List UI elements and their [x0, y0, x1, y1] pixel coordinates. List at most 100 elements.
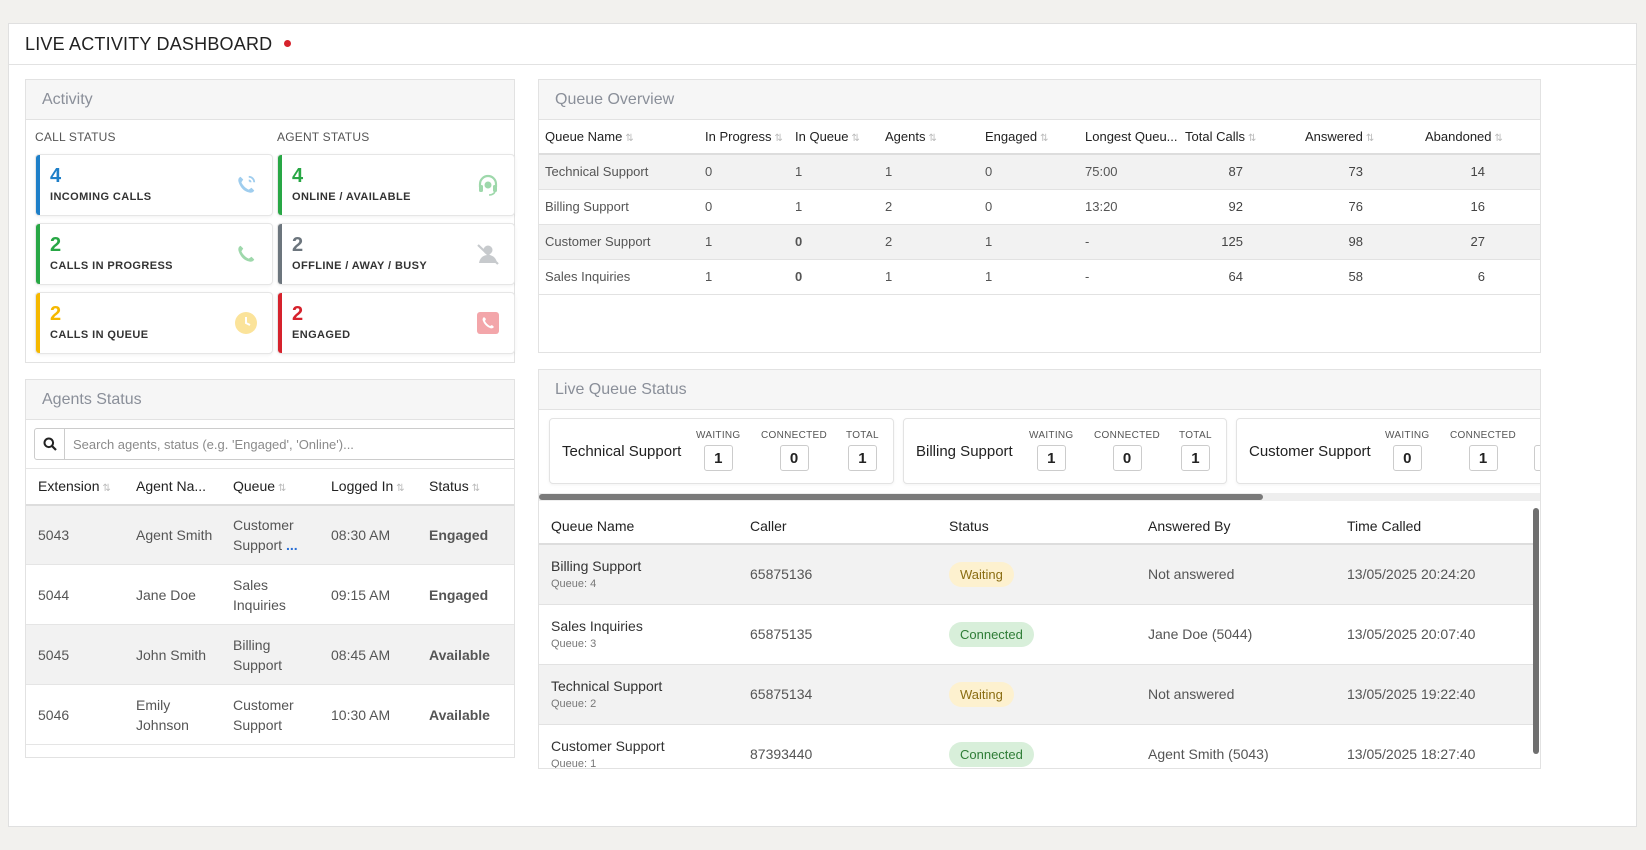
clock-icon: [232, 309, 260, 337]
live-calls-vertical-scrollbar[interactable]: [1533, 508, 1539, 754]
in-queue-value: 0: [789, 224, 879, 260]
time-called: 13/05/2025 19:22:40: [1335, 664, 1533, 725]
total-calls-value: 64: [1179, 259, 1299, 295]
sort-icon: ⇅: [471, 483, 481, 495]
col-in-progress-label: In Progress: [705, 129, 772, 144]
engaged-value: 1: [979, 224, 1079, 260]
time-called: 13/05/2025 18:27:40: [1335, 724, 1533, 768]
in-queue-value: 1: [789, 189, 879, 225]
table-row[interactable]: 5045 John Smith Billing Support 08:45 AM …: [26, 624, 514, 685]
calls-in-progress-card[interactable]: 2 CALLS IN PROGRESS: [35, 223, 273, 285]
call-status-label: CALL STATUS: [35, 130, 116, 144]
connected-metric: CONNECTED 0: [1094, 430, 1160, 471]
card-accent-bar: [278, 224, 282, 284]
table-row[interactable]: 5046 Emily Johnson Customer Support 10:30…: [26, 684, 514, 745]
col-longest-queue[interactable]: Longest Queu...: [1079, 120, 1179, 155]
queue-card-customer-support[interactable]: Customer Support WAITING 0 CONNECTED 1 T: [1236, 418, 1540, 484]
longest-queue-value: -: [1079, 259, 1179, 295]
col-queue[interactable]: Queue ⇅: [221, 468, 319, 506]
agents-search-box: [34, 428, 514, 460]
engaged-value: 0: [979, 189, 1079, 225]
queue-overview-panel: Queue Overview Queue Name ⇅ In Progress ⇅ …: [538, 79, 1541, 353]
more-queues-link[interactable]: ...: [285, 536, 298, 553]
col-abandoned[interactable]: Abandoned ⇅: [1419, 120, 1540, 155]
col-extension[interactable]: Extension ⇅: [26, 468, 124, 506]
agent-logged-in: 08:45 AM: [319, 624, 417, 685]
agent-status-label: AGENT STATUS: [277, 130, 370, 144]
online-available-card[interactable]: 4 ONLINE / AVAILABLE: [277, 154, 515, 216]
queue-card-name: Billing Support: [916, 443, 1013, 460]
queue-card-billing-support[interactable]: Billing Support WAITING 1 CONNECTED 0 TOTA…: [903, 418, 1227, 484]
col-total-calls-label: Total Calls: [1185, 129, 1245, 144]
connected-value: 1: [1468, 445, 1498, 471]
agents-search-input[interactable]: [65, 429, 514, 459]
waiting-label: WAITING: [696, 430, 741, 441]
total-value: [1534, 445, 1540, 471]
col-queue-name[interactable]: Queue Name ⇅: [539, 120, 699, 155]
engaged-value: 1: [979, 259, 1079, 295]
table-row[interactable]: Customer Support 1 0 2 1 - 125 98 27: [539, 224, 1540, 260]
table-row[interactable]: Billing Support 0 1 2 0 13:20 92 76 16: [539, 189, 1540, 225]
time-called: 13/05/2025 20:24:20: [1335, 544, 1533, 605]
sort-icon: ⇅: [1494, 133, 1503, 144]
agent-queue-line1: Customer: [233, 516, 294, 533]
total-value: 1: [1180, 445, 1210, 471]
col-in-progress[interactable]: In Progress ⇅: [699, 120, 789, 155]
answered-by: Not answered: [1136, 664, 1335, 725]
agent-queue-line1: Customer: [233, 696, 294, 713]
queue-card-technical-support[interactable]: Technical Support WAITING 1 CONNECTED 0 TO…: [549, 418, 894, 484]
col-in-queue[interactable]: In Queue ⇅: [789, 120, 879, 155]
call-status: Waiting: [937, 544, 1136, 605]
offline-away-busy-card[interactable]: 2 OFFLINE / AWAY / BUSY: [277, 223, 515, 285]
col-in-queue-label: In Queue: [795, 129, 849, 144]
sort-icon: ⇅: [1040, 133, 1049, 144]
table-row[interactable]: Sales Inquiries Queue: 3 65875135 Connect…: [539, 604, 1533, 665]
queue-name: Customer Support: [539, 224, 699, 260]
search-button[interactable]: [35, 429, 65, 459]
call-queue: Customer Support Queue: 1: [539, 724, 738, 768]
abandoned-value: 6: [1419, 259, 1540, 295]
agent-queue: Sales Inquiries: [221, 564, 319, 625]
calls-in-queue-card[interactable]: 2 CALLS IN QUEUE: [35, 292, 273, 354]
incoming-calls-card[interactable]: 4 INCOMING CALLS: [35, 154, 273, 216]
col-status-label: Status: [429, 478, 469, 495]
connected-value: 0: [779, 445, 809, 471]
agents-status-title: Agents Status: [26, 380, 514, 420]
in-progress-value: 1: [699, 259, 789, 295]
agent-queue-line2: Support: [233, 716, 283, 733]
table-row[interactable]: 5044 Jane Doe Sales Inquiries 09:15 AM En…: [26, 564, 514, 625]
offline-away-busy-count: 2: [292, 234, 304, 256]
in-queue-value: 0: [789, 259, 879, 295]
table-row[interactable]: 5043 Agent Smith Customer Support ... 08:…: [26, 504, 514, 565]
waiting-metric: WAITING 1: [1029, 430, 1074, 471]
waiting-metric: WAITING 1: [696, 430, 741, 471]
waiting-label: WAITING: [1385, 430, 1430, 441]
table-row[interactable]: Sales Inquiries 1 0 1 1 - 64 58 6: [539, 259, 1540, 295]
waiting-value: 0: [1392, 445, 1422, 471]
table-row[interactable]: Customer Support Queue: 1 87393440 Connec…: [539, 724, 1533, 768]
cards-horizontal-scrollbar[interactable]: [539, 493, 1540, 501]
agent-logged-in: 10:30 AM: [319, 684, 417, 745]
table-row[interactable]: Technical Support 0 1 1 0 75:00 87 73 14: [539, 154, 1540, 190]
total-calls-value: 92: [1179, 189, 1299, 225]
sort-icon: ⇅: [625, 133, 634, 144]
waiting-value: 1: [1036, 445, 1066, 471]
scrollbar-thumb[interactable]: [539, 494, 1263, 500]
col-agents[interactable]: Agents ⇅: [879, 120, 979, 155]
table-row[interactable]: Billing Support Queue: 4 65875136 Waiting…: [539, 544, 1533, 605]
col-extension-label: Extension: [38, 478, 100, 495]
agent-queue: Customer Support ...: [221, 504, 319, 565]
call-queue-position: Queue: 4: [551, 578, 597, 591]
table-row[interactable]: Technical Support Queue: 2 65875134 Waiti…: [539, 664, 1533, 725]
queue-overview-header: Queue Name ⇅ In Progress ⇅ In Queue ⇅ Agent…: [539, 120, 1540, 155]
col-answered[interactable]: Answered ⇅: [1299, 120, 1419, 155]
col-total-calls[interactable]: Total Calls ⇅: [1179, 120, 1299, 155]
col-engaged[interactable]: Engaged ⇅: [979, 120, 1079, 155]
call-status: Waiting: [937, 664, 1136, 725]
col-status[interactable]: Status ⇅: [417, 468, 514, 506]
answered-value: 73: [1299, 154, 1419, 190]
col-logged-in[interactable]: Logged In ⇅: [319, 468, 417, 506]
col-agent-name[interactable]: Agent Na...: [124, 468, 221, 506]
agents-value: 2: [879, 224, 979, 260]
engaged-card[interactable]: 2 ENGAGED: [277, 292, 515, 354]
